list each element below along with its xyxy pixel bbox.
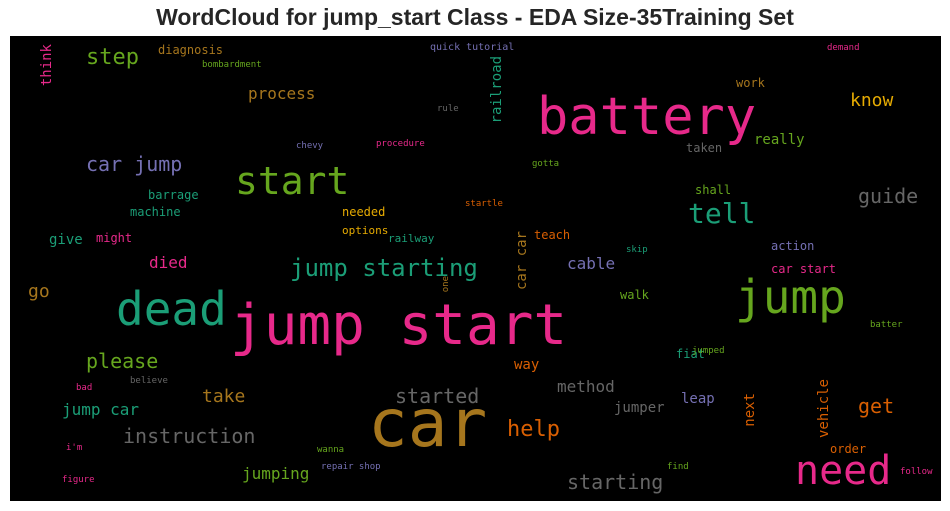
word-fiat: fiat (676, 347, 705, 361)
word-believe: believe (130, 376, 168, 386)
word-car-jump: car jump (86, 152, 183, 176)
word-jump: jump (735, 270, 846, 324)
word-guide: guide (858, 184, 919, 208)
word-machine: machine (130, 205, 181, 219)
word-car-car: car car (514, 231, 530, 291)
word-car-start: car start (771, 262, 837, 276)
word-chevy: chevy (296, 141, 324, 151)
word-jump-start: jump start (230, 293, 568, 358)
word-starting: starting (567, 470, 664, 494)
word-jumping: jumping (242, 464, 310, 483)
word-rule: rule (437, 104, 459, 114)
word-died: died (149, 253, 188, 272)
word-bad: bad (76, 383, 93, 393)
word-railroad: railroad (489, 56, 505, 124)
word-help: help (507, 417, 560, 442)
word-railway: railway (388, 232, 435, 245)
word-order: order (830, 442, 867, 456)
word-started: started (395, 384, 480, 408)
word-one: one (441, 276, 451, 293)
word-gotta: gotta (532, 159, 560, 169)
word-action: action (771, 239, 815, 253)
word-please: please (86, 349, 159, 373)
word-start: start (235, 159, 350, 203)
word-tell: tell (688, 197, 756, 230)
word-skip: skip (626, 245, 648, 255)
chart-title: WordCloud for jump_start Class - EDA Siz… (156, 4, 794, 30)
word-diagnosis: diagnosis (158, 43, 224, 57)
word-procedure: procedure (376, 139, 425, 149)
word-think: think (39, 44, 55, 87)
word-walk: walk (620, 288, 649, 302)
word-shall: shall (695, 183, 732, 197)
word-i-m: i'm (66, 443, 83, 453)
word-next: next (742, 393, 758, 427)
word-bombardment: bombardment (202, 60, 262, 70)
word-follow: follow (900, 467, 933, 477)
word-go: go (28, 281, 50, 302)
word-jumped: jumped (692, 346, 725, 356)
word-find: find (667, 462, 689, 472)
word-get: get (858, 394, 895, 418)
word-needed: needed (342, 205, 386, 219)
word-need: need (795, 448, 892, 494)
word-battery: battery (537, 87, 757, 147)
word-leap: leap (681, 391, 715, 407)
word-quick-tutorial: quick tutorial (430, 42, 515, 53)
word-cable: cable (567, 254, 616, 273)
word-teach: teach (534, 228, 571, 242)
word-jumper: jumper (614, 400, 665, 416)
word-vehicle: vehicle (816, 379, 832, 439)
word-method: method (557, 377, 615, 396)
word-way: way (514, 357, 540, 373)
word-car: car (368, 385, 488, 462)
word-work: work (736, 76, 765, 90)
word-demand: demand (827, 43, 860, 53)
word-taken: taken (686, 141, 723, 155)
word-jump-car: jump car (62, 400, 140, 419)
word-barrage: barrage (148, 188, 199, 202)
word-startle: startle (465, 199, 503, 209)
word-repair-shop: repair shop (321, 462, 381, 472)
word-instruction: instruction (123, 424, 256, 448)
word-know: know (850, 90, 894, 111)
word-step: step (86, 45, 139, 70)
word-wanna: wanna (317, 445, 345, 455)
word-really: really (754, 132, 805, 148)
word-process: process (248, 84, 316, 103)
word-cloud: jump start car battery dead jump need start tel… (10, 36, 941, 501)
word-might: might (96, 231, 133, 245)
word-give: give (49, 232, 83, 248)
word-options: options (342, 224, 389, 237)
word-batter: batter (870, 320, 903, 330)
word-jump-starting: jump starting (290, 254, 478, 282)
word-figure: figure (62, 475, 95, 485)
word-take: take (202, 386, 246, 407)
word-dead: dead (116, 282, 227, 336)
